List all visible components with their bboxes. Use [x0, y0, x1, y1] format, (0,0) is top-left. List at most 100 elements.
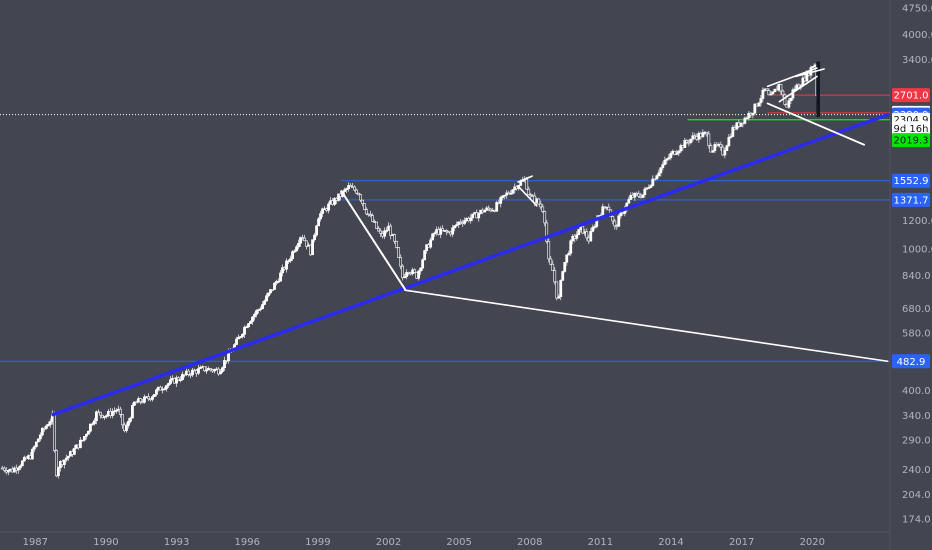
candle-140	[281, 264, 284, 277]
candle-22	[44, 424, 48, 430]
candle-body	[713, 144, 717, 152]
candle-body	[223, 360, 226, 368]
candle-197	[395, 240, 399, 249]
candle-148	[297, 239, 300, 250]
candle-body	[257, 309, 260, 311]
candle-body	[607, 206, 611, 211]
candle-83	[167, 382, 170, 389]
candle-27	[54, 449, 58, 478]
candle-363	[727, 134, 731, 148]
candle-body	[355, 189, 358, 194]
candle-body	[541, 206, 545, 212]
horizontal-levels	[0, 94, 890, 362]
candle-body	[131, 405, 134, 419]
candle-body	[643, 188, 647, 195]
candle-body	[179, 379, 182, 381]
candle-362	[725, 144, 729, 151]
candle-60	[121, 414, 124, 429]
price-tick-label: 1200.0	[902, 216, 932, 227]
candle-body	[445, 230, 449, 233]
candle-51	[103, 416, 106, 420]
candle-143	[287, 259, 290, 265]
candle-127	[255, 309, 258, 318]
time-tick-label: 2002	[376, 537, 401, 548]
candle-body	[321, 208, 324, 214]
candle-body	[477, 213, 481, 219]
candle-body	[34, 441, 38, 447]
candle-body	[769, 93, 773, 96]
candle-270	[541, 204, 545, 213]
candle-69	[139, 397, 142, 405]
trend-line-wedge-lower	[778, 75, 818, 103]
candle-166	[333, 197, 336, 206]
candle-90	[181, 371, 184, 381]
candle-277	[555, 281, 559, 301]
candle-273	[547, 238, 551, 263]
candle-body	[32, 446, 36, 450]
candle-321	[643, 186, 647, 198]
candle-body	[417, 270, 421, 279]
candle-body	[125, 425, 128, 432]
candle-body	[701, 132, 705, 138]
candle-body	[401, 265, 405, 279]
candle-202	[405, 269, 409, 280]
candle-329	[659, 167, 663, 177]
candle-365	[731, 125, 735, 138]
candle-body	[221, 367, 224, 372]
candle-body	[547, 241, 551, 260]
candle-body	[81, 439, 84, 442]
candle-body	[103, 416, 106, 418]
candle-body	[469, 217, 473, 222]
candle-188	[377, 226, 381, 232]
candle-142	[285, 258, 288, 273]
candle-111	[223, 356, 226, 372]
candle-body	[787, 100, 791, 108]
candle-body	[219, 371, 222, 375]
candle-body	[425, 244, 429, 251]
candle-body	[16, 467, 20, 471]
candle-334	[669, 151, 673, 161]
candle-62	[125, 422, 128, 433]
candle-43	[87, 430, 90, 435]
candle-124	[249, 320, 252, 325]
candle-body	[675, 152, 679, 155]
candle-52	[105, 414, 108, 419]
candle-393	[787, 97, 791, 109]
candle-98	[197, 365, 200, 376]
candle-body	[93, 420, 96, 425]
candle-380	[761, 87, 765, 103]
candle-177	[355, 188, 358, 195]
candle-body	[743, 117, 747, 124]
candle-269	[539, 200, 543, 210]
candle-body	[313, 234, 316, 240]
candle-42	[85, 433, 88, 440]
candle-body	[73, 448, 76, 455]
price-tick-label: 290.0	[902, 436, 931, 447]
candle-body	[287, 260, 290, 263]
candle-body	[169, 379, 172, 384]
candle-body	[121, 414, 124, 426]
candle-body	[551, 263, 555, 271]
candle-body	[705, 131, 709, 135]
candle-274	[549, 255, 553, 266]
candle-body	[553, 270, 557, 283]
price-tick-label: 3400.0	[902, 55, 932, 66]
candle-163	[327, 201, 330, 214]
candle-101	[203, 366, 206, 373]
candle-254	[509, 190, 513, 195]
candle-405	[811, 66, 815, 68]
candle-body	[263, 300, 266, 305]
candle-body	[52, 413, 56, 451]
price-tick-label: 680.0	[902, 304, 931, 315]
candle-body	[139, 398, 142, 403]
candle-354	[709, 143, 713, 153]
candle-body	[581, 226, 585, 234]
price-tag-label: 2304.9	[894, 115, 929, 126]
candle-36	[73, 445, 76, 456]
trend-line-wedge-upper	[766, 67, 818, 88]
price-tag-box	[892, 173, 930, 188]
time-tick-label: 1993	[164, 537, 189, 548]
